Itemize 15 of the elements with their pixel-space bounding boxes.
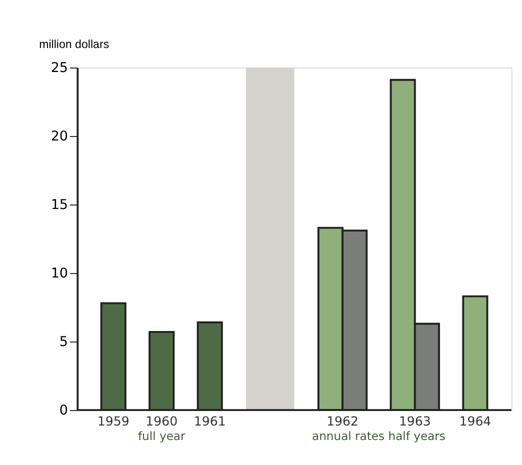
x-tick-label: 1960: [146, 414, 178, 429]
text: annual rates half years: [312, 428, 446, 443]
text: full year: [138, 428, 186, 443]
y-tick-label: 0: [59, 402, 68, 418]
y-tick-label: 10: [50, 265, 68, 282]
x-tick-label: 1964: [459, 414, 492, 429]
x-tick-label: 1959: [97, 414, 130, 429]
x-tick-label: 1963: [398, 414, 431, 429]
y-tick-label: 5: [59, 334, 68, 350]
y-tick-label: 15: [50, 196, 68, 213]
y-tick-label: 25: [50, 60, 68, 76]
x-tick-label: 1962: [326, 414, 358, 429]
y-tick-label: 20: [50, 128, 68, 144]
x-tick-label: 1961: [194, 414, 226, 429]
y-axis-title: million dollars: [39, 38, 110, 51]
